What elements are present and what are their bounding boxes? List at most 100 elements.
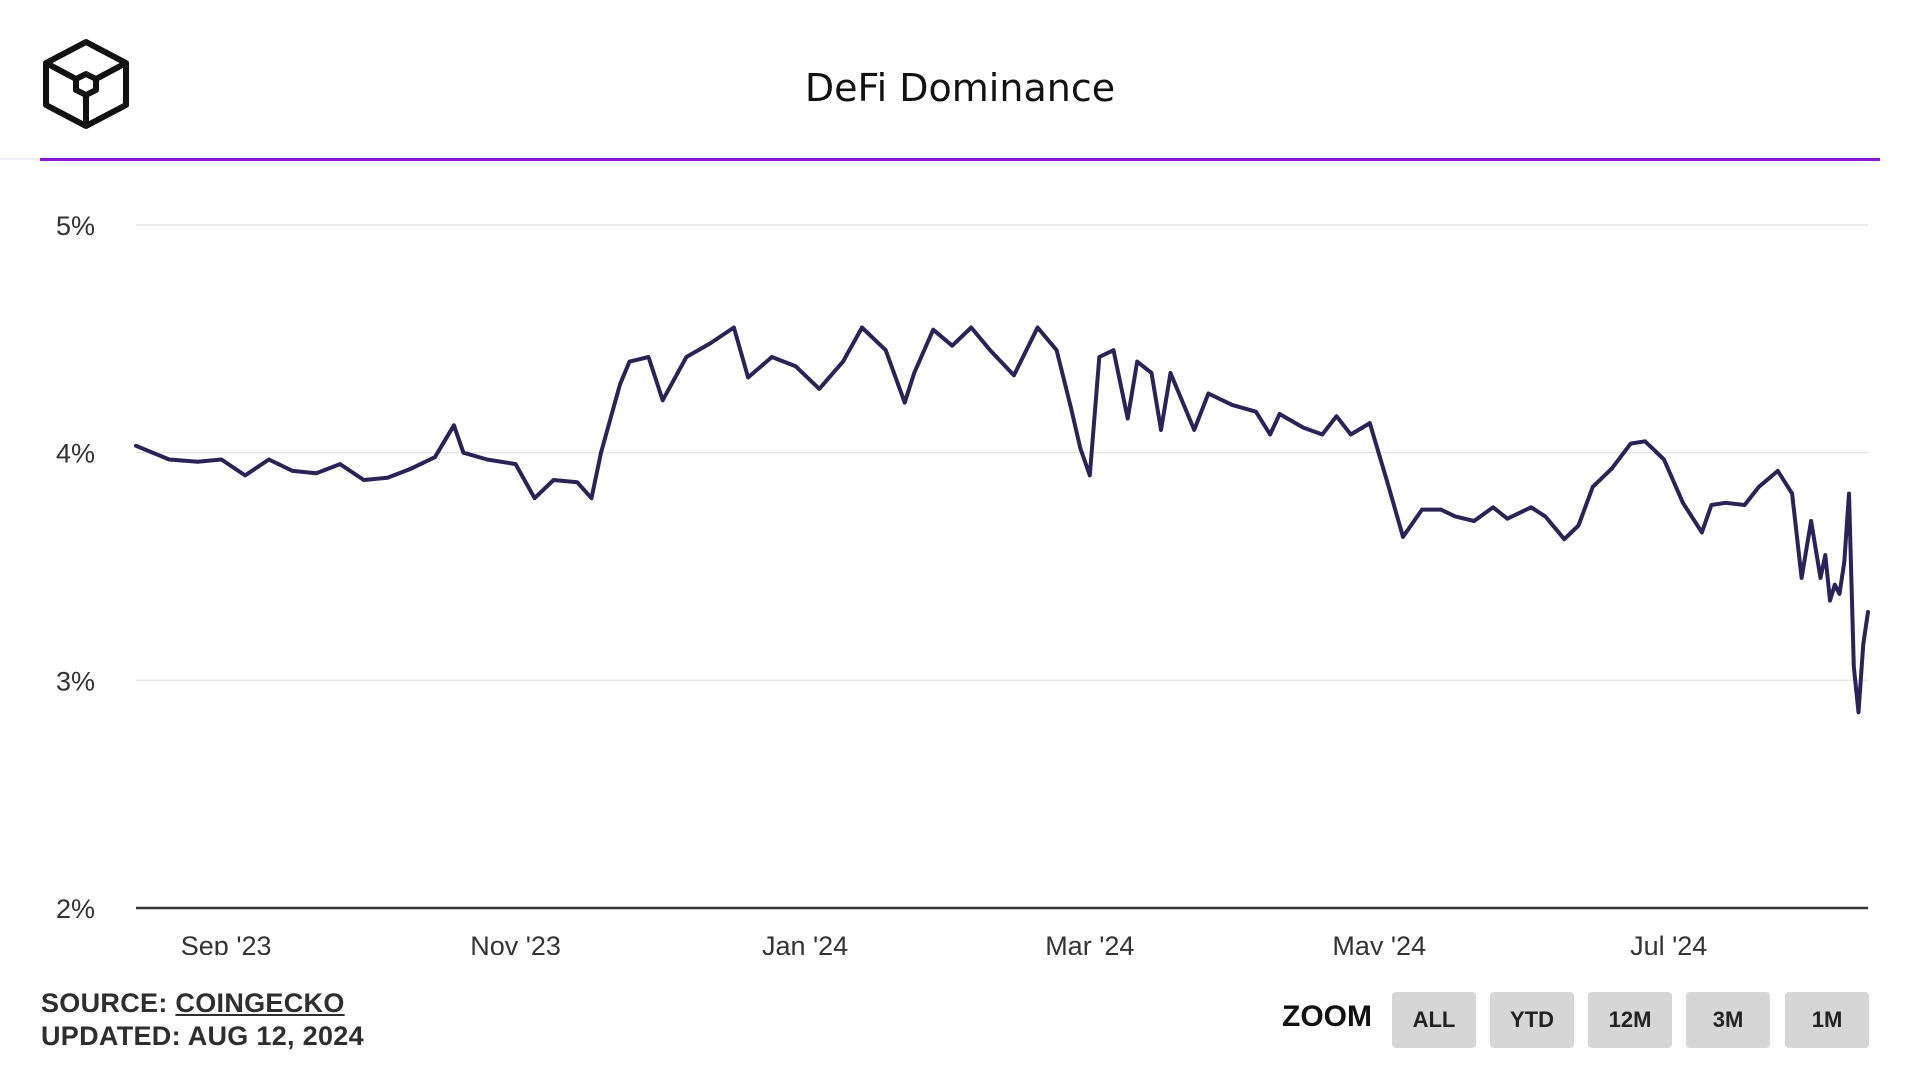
data-point [660, 398, 665, 403]
data-point [1386, 485, 1391, 489]
series-layer [134, 325, 1870, 715]
data-point [1823, 553, 1828, 557]
zoom-3m-button[interactable]: 3M [1686, 992, 1770, 1048]
data-point [314, 471, 319, 476]
source-link[interactable]: COINGECKO [175, 988, 345, 1018]
x-tick-label: Sep '23 [181, 931, 272, 955]
data-point [1757, 485, 1761, 489]
zoom-1m-button[interactable]: 1M [1785, 992, 1869, 1048]
data-point [1111, 348, 1116, 353]
data-point [1125, 416, 1130, 421]
data-point [575, 480, 580, 485]
zoom-ytd-button[interactable]: YTD [1490, 992, 1574, 1048]
data-point [1230, 403, 1234, 407]
data-point [1192, 428, 1196, 432]
x-tick-label: Jan '24 [762, 931, 848, 955]
data-point [1301, 425, 1306, 430]
data-point [551, 478, 556, 482]
x-tick-label: Jul '24 [1630, 931, 1707, 955]
data-point [1054, 348, 1059, 353]
title-divider [40, 158, 1880, 161]
data-point [1135, 359, 1139, 364]
x-tick-label: Mar '24 [1045, 931, 1134, 955]
data-point [1852, 664, 1856, 669]
line-chart: 2% 3% 4% 5% Sep '23 Nov '23 Jan '24 Mar '24 May… [56, 211, 1870, 955]
data-point [267, 457, 271, 462]
y-tick-label: 2% [56, 894, 95, 924]
data-point [770, 355, 774, 359]
y-axis-ticks: 2% 3% 4% 5% [56, 211, 95, 924]
data-point [1591, 485, 1595, 489]
data-point [1078, 446, 1083, 450]
data-point [1681, 501, 1685, 505]
data-point [1847, 491, 1851, 496]
data-point [1866, 610, 1870, 614]
data-point [452, 423, 456, 428]
data-point [1828, 598, 1832, 603]
data-point [599, 450, 603, 455]
data-point [1562, 537, 1567, 541]
data-point [618, 382, 622, 387]
data-point [1776, 469, 1780, 473]
data-point [290, 469, 295, 473]
data-point [1799, 576, 1804, 580]
data-point [532, 496, 537, 501]
data-point [1809, 519, 1813, 523]
data-point [433, 455, 437, 460]
data-point [461, 450, 466, 455]
data-point [1320, 432, 1325, 437]
data-point [1168, 371, 1173, 375]
data-point [1833, 582, 1837, 587]
data-point [1012, 373, 1016, 378]
data-point [1439, 507, 1443, 512]
data-point [793, 364, 798, 369]
data-point [950, 343, 954, 348]
data-point [219, 457, 224, 462]
data-point [134, 444, 138, 448]
zoom-12m-button[interactable]: 12M [1588, 992, 1672, 1048]
chart-title: DeFi Dominance [804, 66, 1116, 110]
data-point [1159, 428, 1163, 432]
gridlines [136, 224, 1868, 910]
data-point [684, 355, 689, 359]
y-tick-label: 4% [56, 439, 95, 469]
data-point [1700, 530, 1704, 535]
data-point [1662, 457, 1666, 462]
data-point [912, 371, 916, 375]
data-point [1576, 523, 1581, 528]
data-point [1842, 560, 1847, 564]
data-point [1097, 355, 1102, 359]
updated-date: UPDATED: AUG 12, 2024 [41, 1021, 364, 1051]
data-point [1472, 519, 1476, 523]
data-point [746, 375, 750, 380]
data-point [1856, 710, 1861, 714]
data-point [646, 355, 651, 359]
data-point [732, 325, 736, 330]
data-point [385, 475, 390, 480]
data-point [860, 325, 864, 330]
data-point [1790, 491, 1794, 496]
data-point [513, 462, 518, 466]
data-point [1149, 371, 1154, 375]
data-point [1254, 409, 1258, 414]
data-point [1088, 473, 1092, 478]
data-point [1709, 503, 1714, 507]
data-point [1268, 432, 1272, 437]
data-point [1742, 503, 1747, 507]
data-point [988, 348, 992, 353]
x-tick-label: Nov '23 [470, 931, 561, 955]
zoom-all-button[interactable]: ALL [1392, 992, 1476, 1048]
cube-icon [40, 38, 132, 130]
series-line [134, 325, 1870, 715]
data-point [589, 496, 594, 501]
data-point [1349, 432, 1353, 437]
data-point [1723, 501, 1728, 505]
data-point [1505, 516, 1510, 521]
x-axis-ticks: Sep '23 Nov '23 Jan '24 Mar '24 May '24 Jul '… [181, 931, 1708, 955]
data-point [1818, 576, 1823, 580]
data-point [1401, 535, 1405, 539]
data-point [1491, 505, 1495, 510]
data-point [708, 341, 712, 346]
y-tick-label: 3% [56, 666, 95, 696]
data-point [931, 327, 935, 332]
